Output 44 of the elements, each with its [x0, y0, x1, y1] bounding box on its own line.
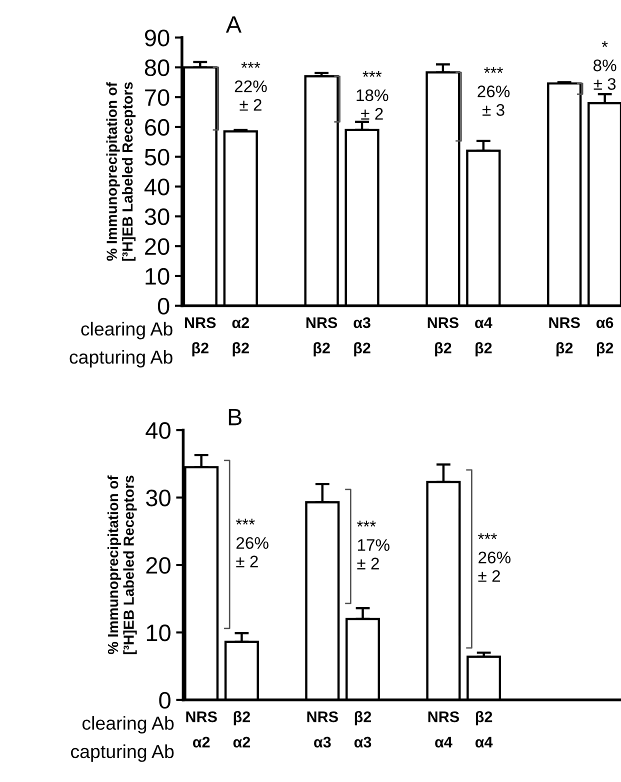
y-tick-label: 0 [158, 298, 170, 315]
y-tick-label: 70 [145, 89, 170, 106]
annotation: * 8% ± 3 [593, 41, 616, 90]
x-tick-label: NRS β2 [428, 317, 458, 356]
y-tick-label: 60 [145, 119, 170, 136]
y-tick-label: 80 [144, 59, 170, 76]
x-tick-label: α4 β2 [475, 317, 492, 356]
annotation: *** 22% ± 2 [234, 62, 267, 111]
x-tick-label: NRS β2 [549, 317, 580, 356]
text: capturing Ab [70, 350, 172, 368]
x-tick-label: α3 β2 [354, 317, 370, 356]
chart-title: B [228, 408, 242, 426]
annotation: *** 26% ± 3 [478, 67, 510, 116]
y-tick-label: 40 [146, 422, 170, 439]
x-tick-label: NRS α4 [428, 711, 459, 748]
annotation: *** 18% ± 2 [356, 70, 388, 120]
y-tick-label: 0 [159, 692, 170, 709]
x-tick-label: NRS β2 [185, 317, 216, 356]
y-axis-title: % Immunoprecipitation of [³H]EB Labeled Receptors [106, 82, 136, 261]
y-tick-label: 30 [146, 490, 170, 506]
y-tick-label: 50 [144, 148, 170, 166]
text: clearing Ab [82, 716, 174, 734]
y-tick-label: 20 [145, 238, 170, 255]
x-tick-label: α2 β2 [232, 317, 249, 356]
y-tick-label: 40 [144, 178, 170, 196]
chart-title: A [226, 16, 242, 33]
annotation: *** 17% ± 2 [356, 520, 390, 570]
y-tick-label: 30 [144, 208, 170, 226]
text: clearing Ab [81, 322, 172, 340]
annotation: *** 26% ± 2 [478, 533, 511, 582]
x-tick-label: β2 α3 [354, 711, 372, 748]
x-tick-label: α6 β2 [596, 317, 614, 356]
y-tick-label: 10 [146, 268, 170, 285]
x-tick-label: NRS β2 [306, 317, 338, 356]
y-tick-label: 20 [146, 557, 170, 574]
x-tick-label: β2 α2 [233, 711, 250, 748]
x-tick-label: β2 α4 [475, 711, 493, 748]
x-tick-label: NRS α3 [307, 711, 338, 748]
y-axis-title: % Immunoprecipitation of [³H]EB Labeled Receptors [107, 475, 137, 654]
y-tick-label: 90 [144, 30, 170, 46]
x-tick-label: NRS α2 [186, 711, 217, 748]
y-tick-label: 10 [146, 624, 170, 642]
text: capturing Ab [70, 744, 174, 762]
annotation: *** 26% ± 2 [236, 518, 268, 568]
